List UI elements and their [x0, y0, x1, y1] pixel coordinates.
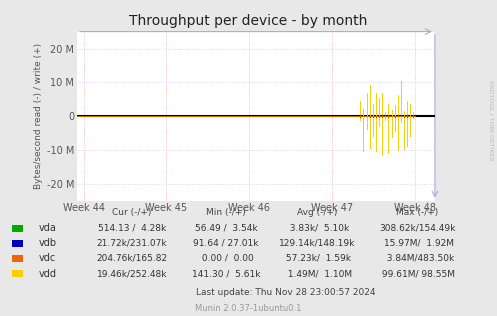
- Text: RRDTOOL / TOBI OETIKER: RRDTOOL / TOBI OETIKER: [489, 80, 494, 161]
- Text: Avg (-/+): Avg (-/+): [297, 208, 337, 217]
- Text: vdc: vdc: [38, 253, 56, 264]
- Text: vdd: vdd: [38, 269, 56, 279]
- Text: 91.64 / 27.01k: 91.64 / 27.01k: [193, 239, 259, 248]
- Text: Max (-/+): Max (-/+): [396, 208, 439, 217]
- Text: 0.00 /  0.00: 0.00 / 0.00: [199, 254, 253, 263]
- Text: 99.61M/ 98.55M: 99.61M/ 98.55M: [380, 269, 455, 278]
- Text: 57.23k/  1.59k: 57.23k/ 1.59k: [283, 254, 351, 263]
- Text: 308.62k/154.49k: 308.62k/154.49k: [379, 224, 456, 233]
- Text: 514.13 /  4.28k: 514.13 / 4.28k: [97, 224, 166, 233]
- Text: 15.97M/  1.92M: 15.97M/ 1.92M: [381, 239, 454, 248]
- Text: Min (-/+): Min (-/+): [206, 208, 246, 217]
- Text: Throughput per device - by month: Throughput per device - by month: [129, 14, 368, 28]
- Text: vda: vda: [38, 223, 56, 233]
- Text: 3.83k/  5.10k: 3.83k/ 5.10k: [284, 224, 350, 233]
- Text: 3.84M/483.50k: 3.84M/483.50k: [381, 254, 454, 263]
- Text: 129.14k/148.19k: 129.14k/148.19k: [279, 239, 355, 248]
- Text: Last update: Thu Nov 28 23:00:57 2024: Last update: Thu Nov 28 23:00:57 2024: [196, 288, 376, 297]
- Text: Cur (-/+): Cur (-/+): [112, 208, 152, 217]
- Text: 204.76k/165.82: 204.76k/165.82: [96, 254, 167, 263]
- Text: 21.72k/231.07k: 21.72k/231.07k: [96, 239, 167, 248]
- Text: 19.46k/252.48k: 19.46k/252.48k: [96, 269, 167, 278]
- Y-axis label: Bytes/second read (-) / write (+): Bytes/second read (-) / write (+): [34, 43, 43, 189]
- Text: 56.49 /  3.54k: 56.49 / 3.54k: [195, 224, 257, 233]
- Text: 141.30 /  5.61k: 141.30 / 5.61k: [192, 269, 260, 278]
- Text: 1.49M/  1.10M: 1.49M/ 1.10M: [282, 269, 352, 278]
- Text: Munin 2.0.37-1ubuntu0.1: Munin 2.0.37-1ubuntu0.1: [195, 304, 302, 313]
- Text: vdb: vdb: [38, 238, 56, 248]
